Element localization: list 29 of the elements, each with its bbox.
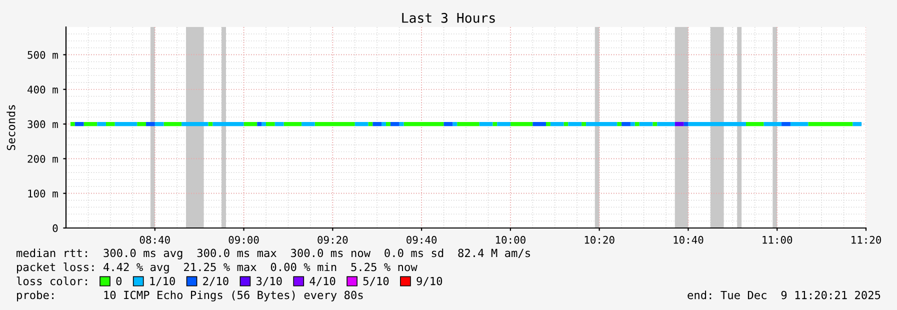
- text: end: Tue Dec 9 11:20:21 2025: [688, 290, 880, 300]
- y-tick-label: 500 m: [28, 50, 58, 59]
- text: packet loss: 4.42 % avg 21.25 % max 0.00 % min 5.25 % now: [17, 262, 418, 274]
- text: median rtt: 300.0 ms avg 300.0 ms max 300.0 ms now 0.0 ms sd 82.4 M am/s: [16, 248, 530, 260]
- legend-label: 1/10: [150, 276, 175, 286]
- x-tick-label: 11:20: [852, 236, 882, 244]
- y-axis-title: Seconds: [6, 105, 16, 150]
- legend-label: 0: [116, 276, 122, 286]
- chart-title: Last 3 Hours: [402, 12, 495, 23]
- legend-label: 2/10: [203, 276, 228, 286]
- x-tick-label: 11:00: [762, 236, 792, 244]
- y-tick-label: 400 m: [28, 86, 58, 94]
- y-tick-label: 100 m: [28, 190, 58, 198]
- y-tick-label: 0: [52, 224, 58, 232]
- x-tick-label: 10:00: [496, 236, 526, 244]
- legend-label: 3/10: [256, 276, 282, 286]
- x-tick-label: 09:00: [228, 236, 259, 244]
- y-tick-label: 200 m: [28, 154, 58, 163]
- legend-label: 4/10: [310, 276, 336, 286]
- text: probe: 10 ICMP Echo Pings (56 Bytes) every 80s: [17, 290, 363, 302]
- x-tick-label: 08:40: [140, 236, 170, 244]
- legend-label: 9/10: [416, 276, 442, 286]
- x-tick-label: 10:20: [584, 236, 614, 244]
- legend-title: loss color:: [16, 276, 87, 286]
- x-tick-label: 10:40: [674, 236, 704, 244]
- x-tick-label: 09:20: [318, 236, 348, 244]
- x-tick-label: 09:40: [406, 236, 437, 244]
- y-tick-label: 300 m: [28, 120, 58, 128]
- legend-label: 5/10: [363, 276, 389, 286]
